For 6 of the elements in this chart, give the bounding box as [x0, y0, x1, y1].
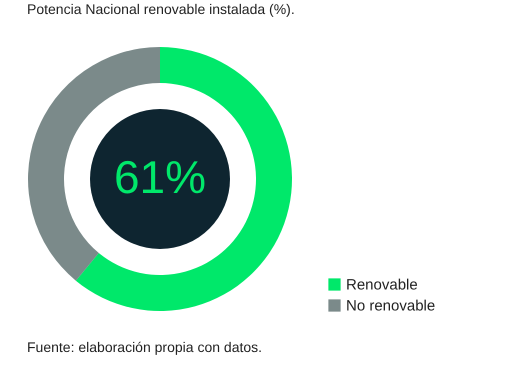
text: 61% — [114, 151, 206, 203]
source-note: Fuente: elaboración propia con datos. — [27, 339, 262, 355]
donut-slice — [76, 47, 292, 311]
legend-label: Renovable — [346, 276, 418, 294]
legend-label: No renovable — [346, 298, 436, 314]
chart-title: Potencia Nacional renovable instalada (%). — [27, 1, 295, 17]
